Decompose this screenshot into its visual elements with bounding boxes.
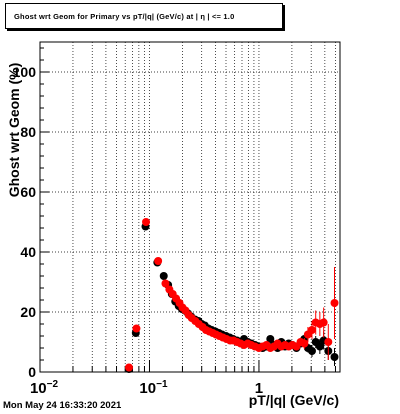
y-axis-label: Ghost wrt Geom (%) — [6, 63, 22, 198]
y-tick-label: 60 — [20, 184, 36, 200]
data-point — [324, 338, 333, 346]
data-point — [124, 363, 133, 372]
series-red — [124, 218, 339, 372]
data-point — [307, 326, 316, 334]
data-point — [142, 218, 151, 226]
data-layer — [124, 218, 339, 373]
y-tick-label: 80 — [20, 124, 36, 140]
y-tick-label: 0 — [28, 364, 36, 380]
series-black — [124, 222, 339, 373]
data-point — [161, 279, 170, 288]
x-axis-label: pT/|q| (GeV/c) — [249, 392, 339, 408]
x-tick-label: 10−1 — [139, 379, 168, 397]
grid-layer — [40, 42, 340, 372]
data-point — [132, 324, 141, 333]
timestamp: Mon May 24 16:33:20 2021 — [3, 400, 122, 411]
data-point — [159, 272, 168, 280]
data-point — [300, 339, 309, 348]
y-tick-label: 100 — [13, 64, 37, 80]
x-tick-label: 1 — [255, 380, 263, 397]
title-box: Ghost wrt Geom for Primary vs pT/|q| (Ge… — [5, 3, 283, 29]
chart-title: Ghost wrt Geom for Primary vs pT/|q| (Ge… — [14, 12, 235, 21]
data-point — [319, 318, 328, 327]
data-point — [307, 347, 316, 355]
data-point — [315, 342, 324, 351]
data-point — [330, 353, 339, 361]
plot-frame — [39, 41, 341, 373]
x-tick-label: 10−2 — [30, 379, 59, 397]
data-point — [154, 257, 163, 265]
data-point — [266, 335, 275, 343]
data-point — [330, 299, 339, 307]
label-layer: 0 20 40 60 80 100 10−2 10−1 1 — [13, 64, 263, 397]
y-tick-label: 20 — [20, 304, 36, 320]
tick-layer — [39, 47, 336, 373]
y-tick-label: 40 — [20, 244, 36, 260]
